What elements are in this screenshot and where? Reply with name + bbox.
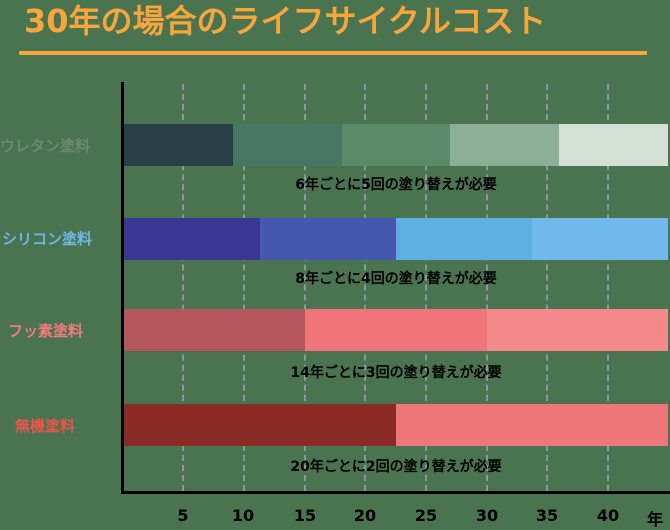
gridline-25 <box>425 84 427 491</box>
gridline-15 <box>304 84 306 491</box>
bar-segment <box>486 309 668 351</box>
bar-segment <box>396 218 532 260</box>
bar-segment <box>260 218 396 260</box>
bar-segment <box>124 404 396 446</box>
bar-urethane <box>124 124 668 166</box>
category-label-urethane: ウレタン塗料 <box>0 137 91 155</box>
x-tick-label: 25 <box>414 506 438 525</box>
x-tick-label: 15 <box>293 506 317 525</box>
bar-segment <box>341 124 451 166</box>
x-axis <box>121 491 670 494</box>
x-tick-label: 30 <box>475 506 499 525</box>
gridline-35 <box>546 84 548 491</box>
annotation-urethane: 6年ごとに5回の塗り替えが必要 <box>295 177 497 193</box>
x-axis-unit-label: 年 <box>646 510 663 529</box>
x-tick-label: 10 <box>231 506 255 525</box>
annotation-inorganic: 20年ごとに2回の塗り替えが必要 <box>290 459 502 475</box>
annotation-silicon: 8年ごとに4回の塗り替えが必要 <box>295 271 497 287</box>
category-label-fluorine: フッ素塗料 <box>8 322 84 340</box>
bar-inorganic <box>124 404 668 446</box>
title-underline <box>19 51 647 55</box>
gridline-5 <box>182 84 184 491</box>
bar-segment <box>124 124 233 166</box>
bar-segment <box>559 124 668 166</box>
category-label-silicon: シリコン塗料 <box>2 230 93 248</box>
bar-fluorine <box>124 309 668 351</box>
bar-segment <box>396 404 668 446</box>
chart-title: 30年の場合のライフサイクルコスト <box>24 2 547 40</box>
y-axis <box>121 82 124 494</box>
gridline-10 <box>243 84 245 491</box>
category-label-inorganic: 無機塗料 <box>15 417 76 435</box>
x-tick-label: 5 <box>177 506 189 525</box>
x-tick-label: 40 <box>596 506 620 525</box>
gridline-30 <box>486 84 488 491</box>
gridline-40 <box>607 84 609 491</box>
bar-silicon <box>124 218 668 260</box>
bar-segment <box>532 218 668 260</box>
bar-segment <box>305 309 487 351</box>
x-tick-label: 20 <box>353 506 377 525</box>
gridline-20 <box>364 84 366 491</box>
annotation-fluorine: 14年ごとに3回の塗り替えが必要 <box>290 365 502 381</box>
bar-segment <box>450 124 560 166</box>
bar-segment <box>124 309 306 351</box>
bar-segment <box>124 218 260 260</box>
bar-segment <box>232 124 342 166</box>
x-tick-label: 35 <box>535 506 559 525</box>
